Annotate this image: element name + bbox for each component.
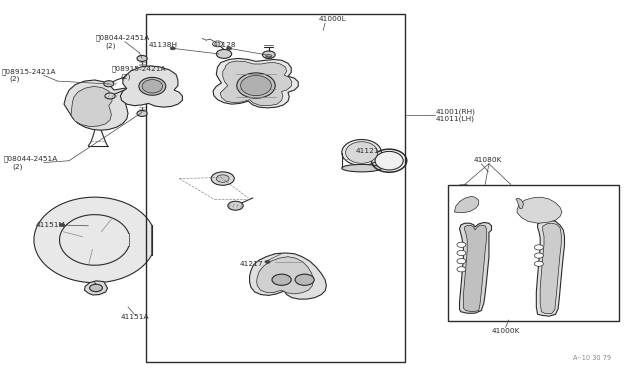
Text: 41000L: 41000L bbox=[319, 16, 346, 22]
Bar bbox=[146, 14, 405, 362]
Text: 41001(RH): 41001(RH) bbox=[435, 108, 476, 115]
Text: 41080K: 41080K bbox=[474, 157, 502, 163]
Circle shape bbox=[457, 267, 466, 272]
Text: Ⓦ08915-2421A: Ⓦ08915-2421A bbox=[1, 68, 56, 75]
Circle shape bbox=[216, 49, 232, 58]
Circle shape bbox=[534, 261, 543, 266]
Polygon shape bbox=[454, 196, 479, 213]
Text: (2): (2) bbox=[13, 163, 23, 170]
Text: Ⓑ08044-2451A: Ⓑ08044-2451A bbox=[96, 35, 150, 41]
Circle shape bbox=[131, 90, 141, 96]
Ellipse shape bbox=[342, 140, 381, 166]
Circle shape bbox=[104, 81, 114, 87]
Circle shape bbox=[228, 201, 243, 210]
Circle shape bbox=[295, 274, 314, 285]
Text: 41151A: 41151A bbox=[120, 314, 149, 320]
Polygon shape bbox=[213, 58, 298, 108]
Text: 41138H: 41138H bbox=[148, 42, 177, 48]
Polygon shape bbox=[460, 222, 492, 313]
Ellipse shape bbox=[346, 142, 378, 163]
Polygon shape bbox=[463, 225, 486, 312]
Text: 41011(LH): 41011(LH) bbox=[435, 116, 474, 122]
Text: (2): (2) bbox=[106, 43, 116, 49]
Text: 41151M: 41151M bbox=[35, 222, 65, 228]
Circle shape bbox=[212, 41, 223, 47]
Text: (2): (2) bbox=[9, 76, 19, 83]
Text: 41128: 41128 bbox=[213, 42, 237, 48]
Circle shape bbox=[137, 55, 147, 61]
Polygon shape bbox=[220, 61, 292, 106]
Circle shape bbox=[457, 250, 466, 256]
Circle shape bbox=[161, 91, 172, 97]
Polygon shape bbox=[34, 197, 152, 283]
Ellipse shape bbox=[139, 77, 166, 95]
Polygon shape bbox=[84, 281, 108, 295]
Polygon shape bbox=[64, 80, 134, 130]
Polygon shape bbox=[516, 198, 524, 208]
Text: 41000K: 41000K bbox=[492, 328, 520, 334]
Polygon shape bbox=[120, 66, 182, 107]
Circle shape bbox=[272, 274, 291, 285]
Text: A··10 30 79: A··10 30 79 bbox=[573, 355, 611, 361]
Ellipse shape bbox=[142, 80, 163, 93]
Polygon shape bbox=[250, 253, 326, 299]
Circle shape bbox=[137, 110, 147, 116]
Circle shape bbox=[60, 224, 65, 227]
Ellipse shape bbox=[342, 164, 381, 172]
Bar bbox=[448, 185, 619, 321]
Circle shape bbox=[534, 253, 543, 258]
Ellipse shape bbox=[241, 76, 271, 96]
Circle shape bbox=[105, 93, 115, 99]
Circle shape bbox=[131, 74, 141, 80]
Circle shape bbox=[90, 284, 102, 292]
Ellipse shape bbox=[375, 151, 403, 170]
Circle shape bbox=[457, 259, 466, 264]
Polygon shape bbox=[71, 86, 112, 126]
Circle shape bbox=[227, 47, 232, 50]
Polygon shape bbox=[536, 220, 564, 316]
Text: 41121: 41121 bbox=[355, 148, 379, 154]
Circle shape bbox=[534, 245, 543, 250]
Circle shape bbox=[262, 51, 275, 58]
Circle shape bbox=[457, 242, 466, 247]
Ellipse shape bbox=[237, 73, 275, 98]
Polygon shape bbox=[517, 197, 562, 223]
Circle shape bbox=[211, 172, 234, 185]
Circle shape bbox=[216, 175, 229, 182]
Circle shape bbox=[161, 75, 172, 81]
Polygon shape bbox=[257, 257, 314, 294]
Polygon shape bbox=[540, 223, 561, 314]
Circle shape bbox=[170, 47, 175, 50]
Text: (2): (2) bbox=[120, 74, 131, 80]
Text: Ⓦ08915-2421A: Ⓦ08915-2421A bbox=[112, 65, 166, 72]
Circle shape bbox=[265, 260, 270, 263]
Text: Ⓑ08044-2451A: Ⓑ08044-2451A bbox=[3, 155, 58, 162]
Text: 41217: 41217 bbox=[240, 261, 264, 267]
